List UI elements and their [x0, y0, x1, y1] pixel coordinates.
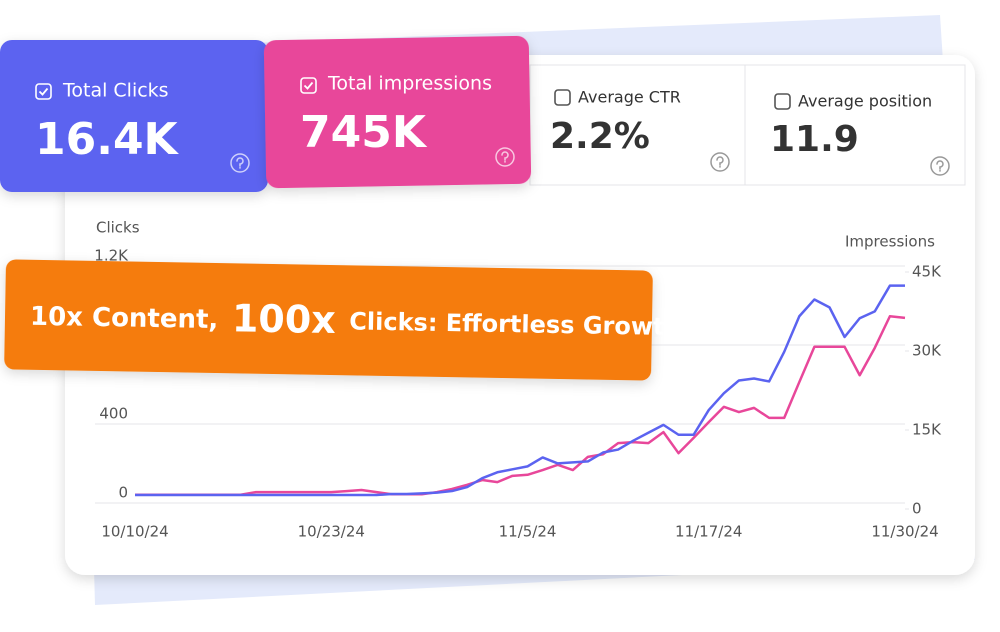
card-label: Total Clicks	[62, 80, 169, 102]
y2-axis-label: Impressions	[845, 233, 935, 251]
chart: ClicksImpressions04008001.2K015K30K45K10…	[94, 219, 942, 541]
help-icon	[710, 152, 730, 172]
banner-part: Clicks: Effortless Growth	[349, 307, 682, 341]
banner-bg	[4, 259, 653, 381]
help-glyph	[236, 157, 244, 169]
impressions-card[interactable]	[263, 35, 532, 189]
y2-tick-label: 30K	[912, 342, 942, 360]
banner-part: 10x Content,	[30, 301, 219, 334]
help-icon	[495, 147, 515, 167]
card-value: 2.2%	[550, 116, 650, 157]
checkbox[interactable]	[35, 83, 52, 100]
card-label: Average CTR	[578, 88, 681, 107]
x-tick-label: 11/5/24	[499, 523, 557, 541]
checkbox[interactable]	[300, 77, 317, 94]
card-value: 16.4K	[35, 114, 180, 165]
banner-part: 100x	[232, 296, 337, 342]
y-tick-label: 400	[99, 405, 128, 423]
y2-tick-label: 15K	[912, 421, 942, 439]
x-tick-label: 10/23/24	[298, 523, 365, 541]
help-icon	[230, 153, 250, 173]
x-tick-label: 11/17/24	[675, 523, 742, 541]
banner-text: 10x Content, 100x Clicks: Effortless Gro…	[30, 292, 682, 347]
series-line	[135, 314, 906, 497]
help-glyph	[936, 160, 944, 172]
card-label: Total impressions	[327, 73, 492, 95]
x-tick-label: 11/30/24	[871, 523, 938, 541]
checkbox[interactable]	[774, 93, 791, 110]
card-label: Average position	[798, 92, 932, 111]
banner: 10x Content, 100x Clicks: Effortless Gro…	[4, 259, 682, 381]
card-value: 745K	[300, 107, 428, 158]
card-texts: Total Clicks 16.4K Total impressions 745K Av…	[35, 73, 950, 176]
y2-tick-label: 45K	[912, 263, 942, 281]
y-tick-label: 0	[118, 484, 128, 502]
y2-tick-label: 0	[912, 500, 922, 518]
help-icon	[930, 156, 950, 176]
clicks-card[interactable]	[0, 40, 268, 192]
y-axis-label: Clicks	[96, 219, 140, 237]
x-tick-label: 10/10/24	[101, 523, 168, 541]
impressions-group	[263, 35, 532, 189]
help-glyph	[716, 156, 724, 168]
help-glyph	[501, 151, 509, 163]
ctr-card	[529, 64, 746, 186]
check-mark	[303, 81, 314, 90]
y-tick-label: 1.2K	[94, 247, 129, 265]
series-line	[135, 284, 905, 497]
card-value: 11.9	[770, 119, 859, 160]
check-mark	[38, 87, 49, 96]
position-card	[744, 64, 966, 186]
checkbox[interactable]	[554, 89, 571, 106]
